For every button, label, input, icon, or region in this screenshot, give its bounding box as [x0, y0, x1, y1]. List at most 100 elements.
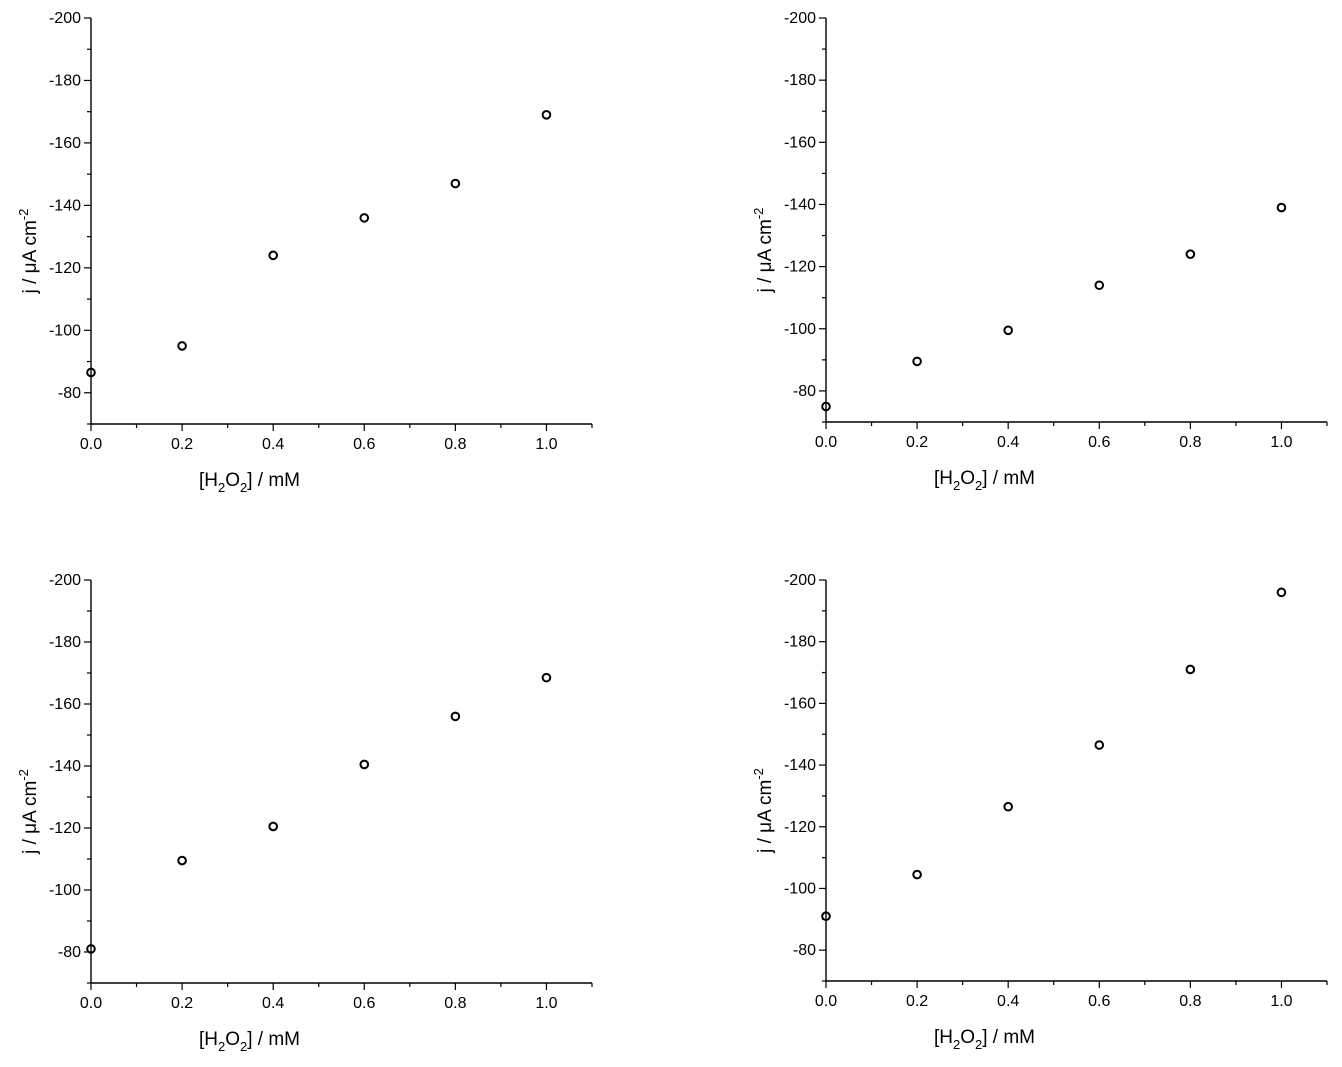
data-point	[1003, 801, 1013, 812]
y-tick-label: -100	[49, 322, 81, 339]
y-tick-label: -140	[784, 757, 816, 774]
data-point	[912, 869, 922, 880]
x-axis-label-mid: O	[960, 1027, 975, 1048]
x-axis-label-post: ] / mM	[247, 470, 300, 491]
x-tick-label: 0.0	[80, 436, 102, 453]
x-axis-label-sub1: 2	[953, 478, 960, 493]
x-tick-label: 0.2	[906, 993, 928, 1010]
x-tick-label: 0.6	[353, 995, 375, 1012]
x-axis-label-mid: O	[960, 468, 975, 489]
y-axis-label-superscript: -2	[751, 208, 766, 220]
data-point	[177, 855, 187, 866]
data-point	[359, 213, 370, 223]
y-tick-label: -180	[49, 634, 81, 651]
y-tick-label: -140	[784, 196, 816, 213]
x-tick-label: 0.2	[906, 434, 928, 451]
y-axis-label-superscript: -2	[16, 209, 31, 221]
data-point	[821, 401, 831, 412]
x-axis-label-sub2: 2	[240, 1039, 247, 1054]
data-point	[450, 178, 461, 189]
x-tick-label: 0.4	[262, 995, 284, 1012]
x-axis-label: [H2O2] / mM	[199, 1029, 300, 1054]
x-axis-label-pre: [H	[934, 1027, 953, 1048]
y-tick-label: -120	[784, 819, 816, 836]
y-tick-label: -100	[49, 882, 81, 899]
data-point	[177, 341, 187, 351]
data-point	[86, 944, 96, 954]
data-point	[450, 711, 461, 722]
y-axis-label-superscript: -2	[751, 768, 766, 780]
y-axis-label: j / μA cm-2	[751, 768, 776, 854]
y-tick-label: -200	[784, 572, 816, 589]
x-axis-label-sub1: 2	[218, 1039, 225, 1054]
x-axis-label: [H2O2] / mM	[934, 1027, 1035, 1052]
y-tick-label: -160	[49, 696, 81, 713]
x-axis-label-sub2: 2	[975, 478, 982, 493]
x-tick-label: 0.6	[1088, 434, 1110, 451]
x-tick-label: 1.0	[1270, 993, 1292, 1010]
x-tick-label: 1.0	[1270, 434, 1292, 451]
x-tick-label: 0.2	[171, 436, 193, 453]
chart-panel-top-right: -80 -100 -120 -140 -160 -180 -200 0.0 0.2 0.4 0.6 0…	[751, 10, 1328, 493]
data-point	[1094, 740, 1105, 750]
y-tick-label: -160	[49, 135, 81, 152]
data-point	[1094, 280, 1105, 291]
y-tick-label: -140	[49, 197, 81, 214]
x-tick-label: 0.0	[815, 434, 837, 451]
x-tick-label: 0.0	[80, 995, 102, 1012]
x-tick-label: 0.2	[171, 995, 193, 1012]
x-axis-label-pre: [H	[934, 468, 953, 489]
y-axis-label-main: j / μA cm	[755, 780, 776, 854]
x-tick-label: 0.6	[1088, 993, 1110, 1010]
x-tick-label: 0.6	[353, 436, 375, 453]
data-point	[541, 110, 552, 120]
x-tick-label: 0.8	[444, 995, 466, 1012]
x-axis-label-sub2: 2	[240, 480, 247, 495]
data-point	[1276, 587, 1287, 598]
chart-panel-bottom-right: -80 -100 -120 -140 -160 -180 -200 0.0 0.2 0.4 0.6 0…	[751, 572, 1328, 1052]
data-point	[268, 250, 278, 261]
y-tick-label: -120	[49, 260, 81, 277]
x-axis-label: [H2O2] / mM	[199, 470, 300, 495]
data-point	[541, 672, 552, 683]
y-tick-label: -160	[784, 134, 816, 151]
data-point	[268, 821, 278, 832]
x-tick-label: 0.4	[262, 436, 284, 453]
y-tick-label: -200	[49, 10, 81, 27]
y-tick-label: -200	[49, 572, 81, 589]
x-tick-label: 0.8	[444, 436, 466, 453]
data-point	[912, 356, 922, 367]
y-axis-label: j / μA cm-2	[16, 209, 41, 295]
y-axis-label-main: j / μA cm	[755, 219, 776, 293]
data-point	[359, 759, 370, 770]
x-axis-label-pre: [H	[199, 470, 218, 491]
y-tick-label: -80	[793, 383, 816, 400]
y-tick-label: -140	[49, 758, 81, 775]
x-axis-label-sub1: 2	[218, 480, 225, 495]
data-point	[86, 367, 96, 378]
x-axis-label-post: ] / mM	[982, 468, 1035, 489]
x-tick-label: 1.0	[535, 995, 557, 1012]
y-tick-label: -180	[784, 634, 816, 651]
y-tick-label: -180	[784, 72, 816, 89]
chart-panel-bottom-left: -80 -100 -120 -140 -160 -180 -200 0.0 0.2 0.4 0.6 0…	[16, 572, 593, 1054]
x-axis-label-mid: O	[225, 1029, 240, 1050]
data-point	[1185, 249, 1196, 259]
y-tick-label: -120	[784, 259, 816, 276]
y-axis-label: j / μA cm-2	[16, 769, 41, 855]
y-tick-label: -160	[784, 695, 816, 712]
x-axis-label: [H2O2] / mM	[934, 468, 1035, 493]
x-axis-label-sub1: 2	[953, 1037, 960, 1052]
y-axis-label-main: j / μA cm	[20, 781, 41, 855]
y-tick-label: -180	[49, 72, 81, 89]
chart-panel-top-left: -80 -100 -120 -140 -160 -180 -200 0.0 0.2 0.4 0.6 0…	[16, 10, 593, 495]
data-point	[1003, 325, 1013, 336]
data-point	[1276, 202, 1287, 213]
x-axis-label-mid: O	[225, 470, 240, 491]
x-axis-label-sub2: 2	[975, 1037, 982, 1052]
y-axis-label: j / μA cm-2	[751, 208, 776, 294]
data-point	[821, 911, 831, 922]
y-tick-label: -100	[784, 321, 816, 338]
y-tick-label: -100	[784, 880, 816, 897]
